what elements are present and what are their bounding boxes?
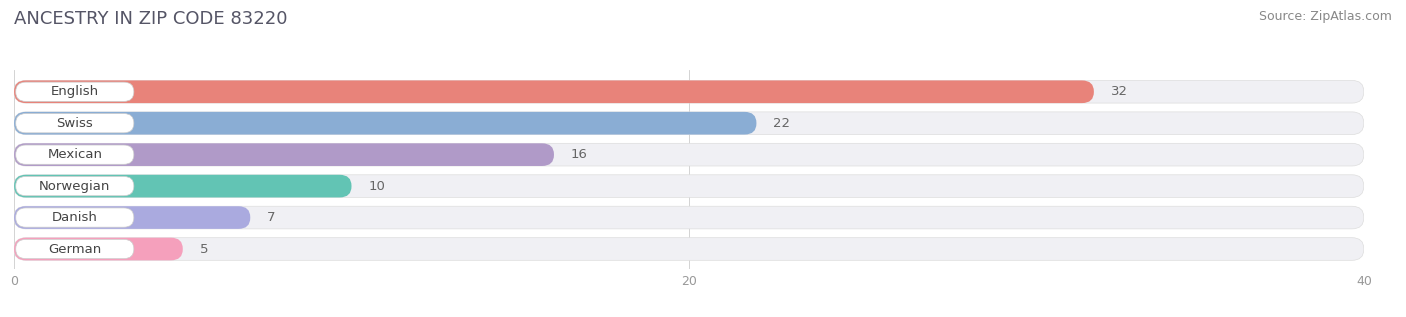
Text: 16: 16 [571,148,588,161]
FancyBboxPatch shape [14,206,250,229]
FancyBboxPatch shape [14,112,1364,134]
FancyBboxPatch shape [15,82,134,101]
FancyBboxPatch shape [14,81,1364,103]
Text: Danish: Danish [52,211,98,224]
FancyBboxPatch shape [15,113,134,133]
Text: Source: ZipAtlas.com: Source: ZipAtlas.com [1258,10,1392,23]
FancyBboxPatch shape [15,177,134,196]
Text: 7: 7 [267,211,276,224]
Text: 10: 10 [368,180,385,193]
Text: Norwegian: Norwegian [39,180,111,193]
FancyBboxPatch shape [14,81,1094,103]
Text: 32: 32 [1111,85,1128,98]
FancyBboxPatch shape [14,175,1364,197]
FancyBboxPatch shape [14,206,1364,229]
Text: German: German [48,243,101,256]
Text: ANCESTRY IN ZIP CODE 83220: ANCESTRY IN ZIP CODE 83220 [14,10,288,28]
FancyBboxPatch shape [15,145,134,164]
FancyBboxPatch shape [14,143,554,166]
Text: English: English [51,85,98,98]
FancyBboxPatch shape [14,238,183,260]
Text: Swiss: Swiss [56,117,93,130]
Text: 5: 5 [200,243,208,256]
FancyBboxPatch shape [15,208,134,227]
Text: Mexican: Mexican [48,148,103,161]
FancyBboxPatch shape [14,238,1364,260]
FancyBboxPatch shape [14,143,1364,166]
FancyBboxPatch shape [15,239,134,259]
FancyBboxPatch shape [14,112,756,134]
Text: 22: 22 [773,117,790,130]
FancyBboxPatch shape [14,175,352,197]
